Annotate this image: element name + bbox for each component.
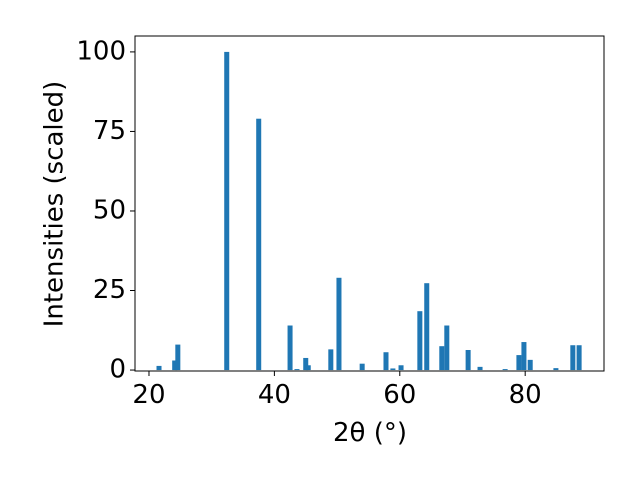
- bar: [576, 345, 582, 371]
- bar: [156, 365, 162, 371]
- bar: [287, 325, 293, 371]
- bar: [516, 355, 522, 371]
- bar: [398, 365, 404, 371]
- bar: [502, 369, 508, 371]
- y-tick-label: 75: [93, 116, 126, 146]
- bar: [359, 363, 365, 371]
- bar: [553, 368, 559, 371]
- bar: [328, 349, 334, 371]
- bar: [424, 283, 430, 371]
- bar: [417, 311, 423, 371]
- bar: [336, 277, 342, 371]
- y-tick-label: 25: [93, 275, 126, 305]
- x-tick-label: 40: [258, 380, 291, 410]
- y-tick-label: 0: [109, 355, 126, 385]
- bar: [175, 344, 181, 371]
- x-tick-label: 80: [509, 380, 542, 410]
- x-tick-label: 60: [383, 380, 416, 410]
- x-tick-label: 20: [132, 380, 165, 410]
- x-axis-label: 2θ (°): [333, 418, 407, 448]
- bar: [256, 118, 262, 371]
- bar: [444, 325, 450, 371]
- bar: [439, 346, 445, 371]
- y-tick-label: 50: [93, 195, 126, 225]
- bar: [172, 360, 178, 371]
- bar: [383, 352, 389, 371]
- bar: [477, 366, 483, 371]
- plot-frame: [134, 35, 605, 372]
- bar: [527, 359, 533, 371]
- bar: [570, 345, 576, 371]
- bar: [294, 369, 300, 371]
- bar: [390, 368, 396, 371]
- bar: [303, 357, 309, 371]
- bar: [305, 365, 311, 371]
- y-tick-label: 100: [76, 36, 126, 66]
- bar: [224, 51, 230, 371]
- y-axis-label: Intensities (scaled): [40, 81, 70, 328]
- bar: [465, 350, 471, 371]
- bar: [521, 342, 527, 371]
